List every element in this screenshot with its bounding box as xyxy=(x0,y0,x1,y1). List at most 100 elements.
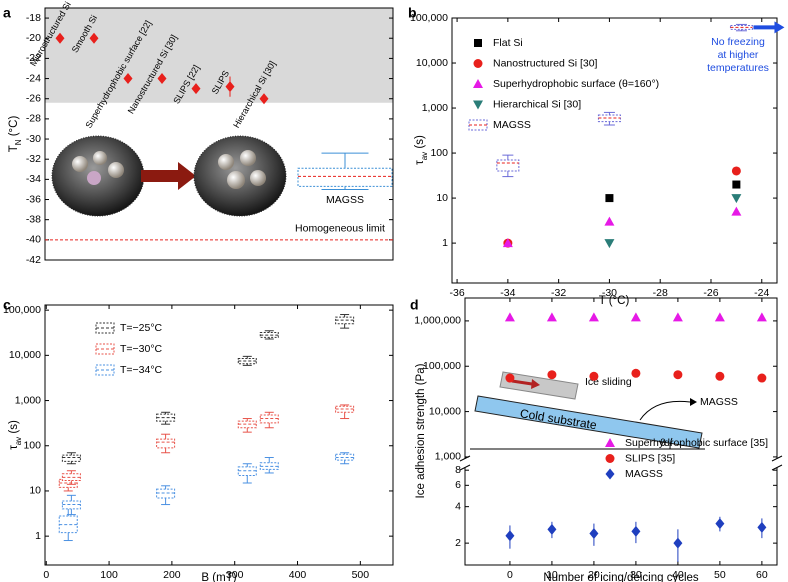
plot-frame xyxy=(44,7,394,261)
legend-marker xyxy=(473,100,483,110)
sliding-arrow-head xyxy=(531,379,540,389)
y-tick-label: -38 xyxy=(26,213,41,225)
data-point xyxy=(157,73,167,85)
data-point xyxy=(505,373,515,383)
note-text: temperatures xyxy=(707,62,769,74)
data-point xyxy=(589,371,599,381)
x-tick-label: 50 xyxy=(714,569,726,581)
y-tick-label: 10,000 xyxy=(429,405,461,417)
x-tick-label: 100 xyxy=(100,569,118,581)
y-tick-label: 6 xyxy=(455,479,461,491)
label-part: τ xyxy=(414,160,426,165)
data-point xyxy=(731,206,742,216)
data-point xyxy=(715,371,725,381)
data-point xyxy=(604,239,615,249)
label-subscript: N xyxy=(14,139,23,145)
legend-marker xyxy=(605,468,615,480)
y-tick-label: 10,000 xyxy=(9,349,41,361)
inset-label: MAGSS xyxy=(326,194,364,206)
panel-letter: a xyxy=(3,5,11,21)
particle xyxy=(108,162,124,178)
data-point xyxy=(504,312,515,322)
y-tick-label: -18 xyxy=(26,12,41,24)
axis-break-gap xyxy=(773,459,781,467)
particle xyxy=(227,171,245,189)
legend-marker xyxy=(605,438,615,447)
y-tick-label: 4 xyxy=(455,500,461,512)
label-part: (s) xyxy=(414,135,426,152)
label-subscript: av xyxy=(14,437,23,445)
data-point xyxy=(123,73,133,85)
x-tick-label: -30 xyxy=(602,287,617,299)
x-tick-label: -26 xyxy=(703,287,718,299)
y-tick-label: -30 xyxy=(26,133,41,145)
axis-break-gap xyxy=(461,459,469,467)
pointer-head xyxy=(690,398,697,406)
label-subscript: av xyxy=(420,152,429,160)
y-axis-label: Ice adhesion strength (Pa) xyxy=(415,363,427,498)
data-point xyxy=(589,528,599,540)
data-point xyxy=(630,312,641,322)
particle xyxy=(72,156,88,172)
box xyxy=(335,453,355,461)
y-tick-label: -26 xyxy=(26,93,41,105)
panel-letter: d xyxy=(410,297,419,313)
angle-arc xyxy=(669,437,673,450)
y-tick-label: 100,000 xyxy=(423,360,461,372)
x-tick-label: 30 xyxy=(630,569,642,581)
data-point xyxy=(673,537,683,549)
x-tick-label: 200 xyxy=(163,569,181,581)
label-part: (s) xyxy=(8,420,20,437)
y-tick-label: -40 xyxy=(26,234,41,246)
label-part: (°C) xyxy=(8,116,20,140)
legend-label: Superhydrophobic surface [35] xyxy=(625,437,768,449)
data-point xyxy=(89,32,99,44)
y-tick-label: -20 xyxy=(26,32,41,44)
y-tick-label: 1 xyxy=(35,530,41,542)
y-tick-label: 10 xyxy=(436,192,448,204)
y-tick-label: 100,000 xyxy=(3,304,41,316)
x-tick-label: 0 xyxy=(43,569,49,581)
x-axis-label: B (mT) xyxy=(201,572,236,582)
y-tick-label: 1,000 xyxy=(15,394,41,406)
shaded-region xyxy=(45,8,393,103)
y-tick-label: -22 xyxy=(26,52,41,64)
y-tick-label: 1,000 xyxy=(422,102,448,114)
plot-frame xyxy=(44,304,394,566)
note-text: at higher xyxy=(718,49,759,61)
data-point xyxy=(631,525,641,537)
data-point xyxy=(731,194,742,204)
data-point xyxy=(547,523,557,535)
particle xyxy=(93,151,107,165)
legend-label: MAGSS xyxy=(625,468,663,480)
data-point xyxy=(505,530,515,542)
box xyxy=(297,167,393,187)
data-point xyxy=(546,312,557,322)
particle xyxy=(250,170,266,186)
data-point xyxy=(259,93,269,105)
pointer xyxy=(639,400,691,421)
substrate xyxy=(474,395,703,449)
x-tick-label: 400 xyxy=(289,569,307,581)
reference-label: Homogeneous limit xyxy=(295,223,385,235)
data-point xyxy=(605,194,614,203)
y-tick-label: -28 xyxy=(26,113,41,125)
particle xyxy=(218,154,234,170)
legend-marker xyxy=(474,39,482,47)
legend-marker xyxy=(605,454,615,463)
data-point xyxy=(672,312,683,322)
y-tick-label: 2 xyxy=(455,537,461,549)
data-point xyxy=(191,83,201,95)
data-point xyxy=(55,32,65,44)
y-axis-label: τav (s) xyxy=(8,420,23,450)
y-tick-label: 10 xyxy=(29,485,41,497)
legend-label: T=−30°C xyxy=(120,343,163,355)
x-tick-label: -36 xyxy=(449,287,464,299)
x-tick-label: -34 xyxy=(500,287,515,299)
data-point xyxy=(714,312,725,322)
x-axis-label: T (°C) xyxy=(599,295,630,307)
background-layer xyxy=(45,8,393,103)
legend-label: T=−25°C xyxy=(120,322,163,334)
